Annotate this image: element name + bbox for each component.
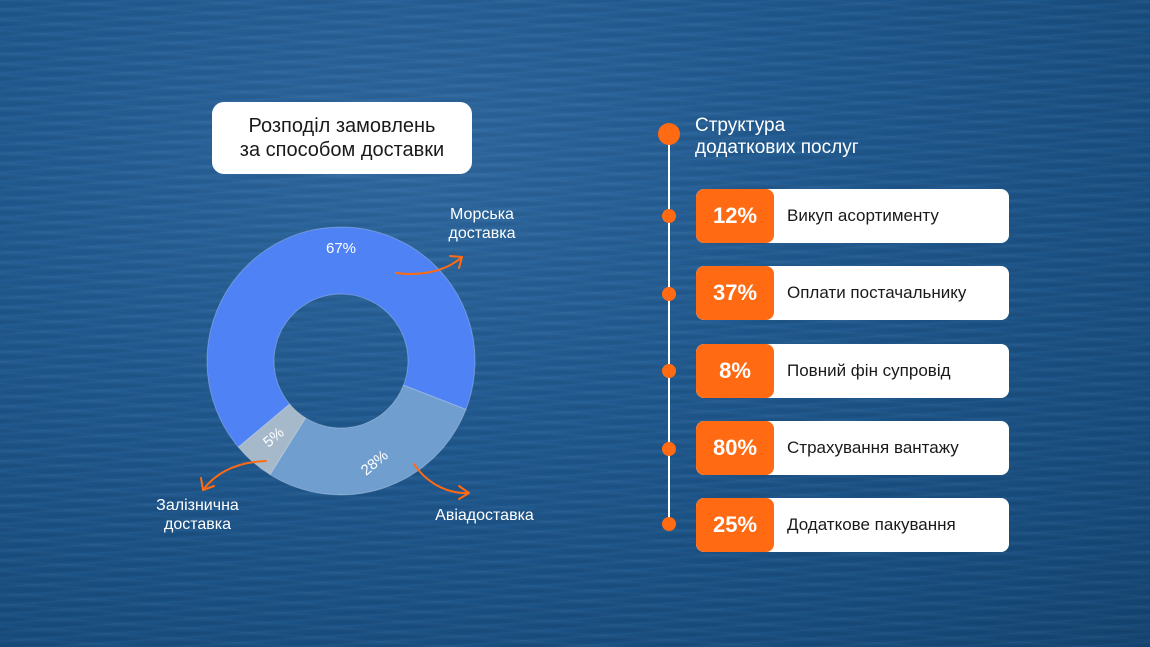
- rail-category-label: Залізнична доставка: [156, 497, 239, 533]
- service-percent: 8%: [696, 344, 774, 398]
- services-title: Структура додаткових послуг: [695, 115, 859, 158]
- service-label: Повний фін супровід: [787, 361, 951, 380]
- timeline-dot: [662, 442, 676, 456]
- timeline-dot: [662, 287, 676, 301]
- chart-title-box: Розподіл замовлень за способом доставки: [212, 102, 472, 174]
- service-percent: 12%: [696, 189, 774, 243]
- donut-slice: [206, 226, 476, 448]
- chart-title-line-1: Розподіл замовлень: [248, 115, 436, 137]
- service-label: Викуп асортименту: [787, 206, 939, 225]
- service-card: 12% Викуп асортименту: [696, 189, 1009, 243]
- chart-title-line-2: за способом доставки: [239, 139, 445, 161]
- sea-category-label: Морська доставка: [448, 206, 516, 242]
- service-card: 8% Повний фін супровід: [696, 344, 1009, 398]
- timeline-line: [668, 134, 670, 526]
- service-label: Оплати постачальнику: [787, 283, 967, 302]
- service-card: 37% Оплати постачальнику: [696, 266, 1009, 320]
- timeline-dot: [662, 364, 676, 378]
- service-percent: 37%: [696, 266, 774, 320]
- service-percent: 25%: [696, 498, 774, 552]
- service-label: Страхування вантажу: [787, 438, 959, 457]
- timeline-dot: [662, 517, 676, 531]
- donut-slice-label: 67%: [326, 240, 356, 257]
- service-card: 25% Додаткове пакування: [696, 498, 1009, 552]
- service-label: Додаткове пакування: [787, 515, 956, 534]
- air-category-label: Авіадоставка: [435, 507, 534, 524]
- timeline-start-dot: [658, 123, 680, 145]
- service-card: 80% Страхування вантажу: [696, 421, 1009, 475]
- service-percent: 80%: [696, 421, 774, 475]
- timeline-dot: [662, 209, 676, 223]
